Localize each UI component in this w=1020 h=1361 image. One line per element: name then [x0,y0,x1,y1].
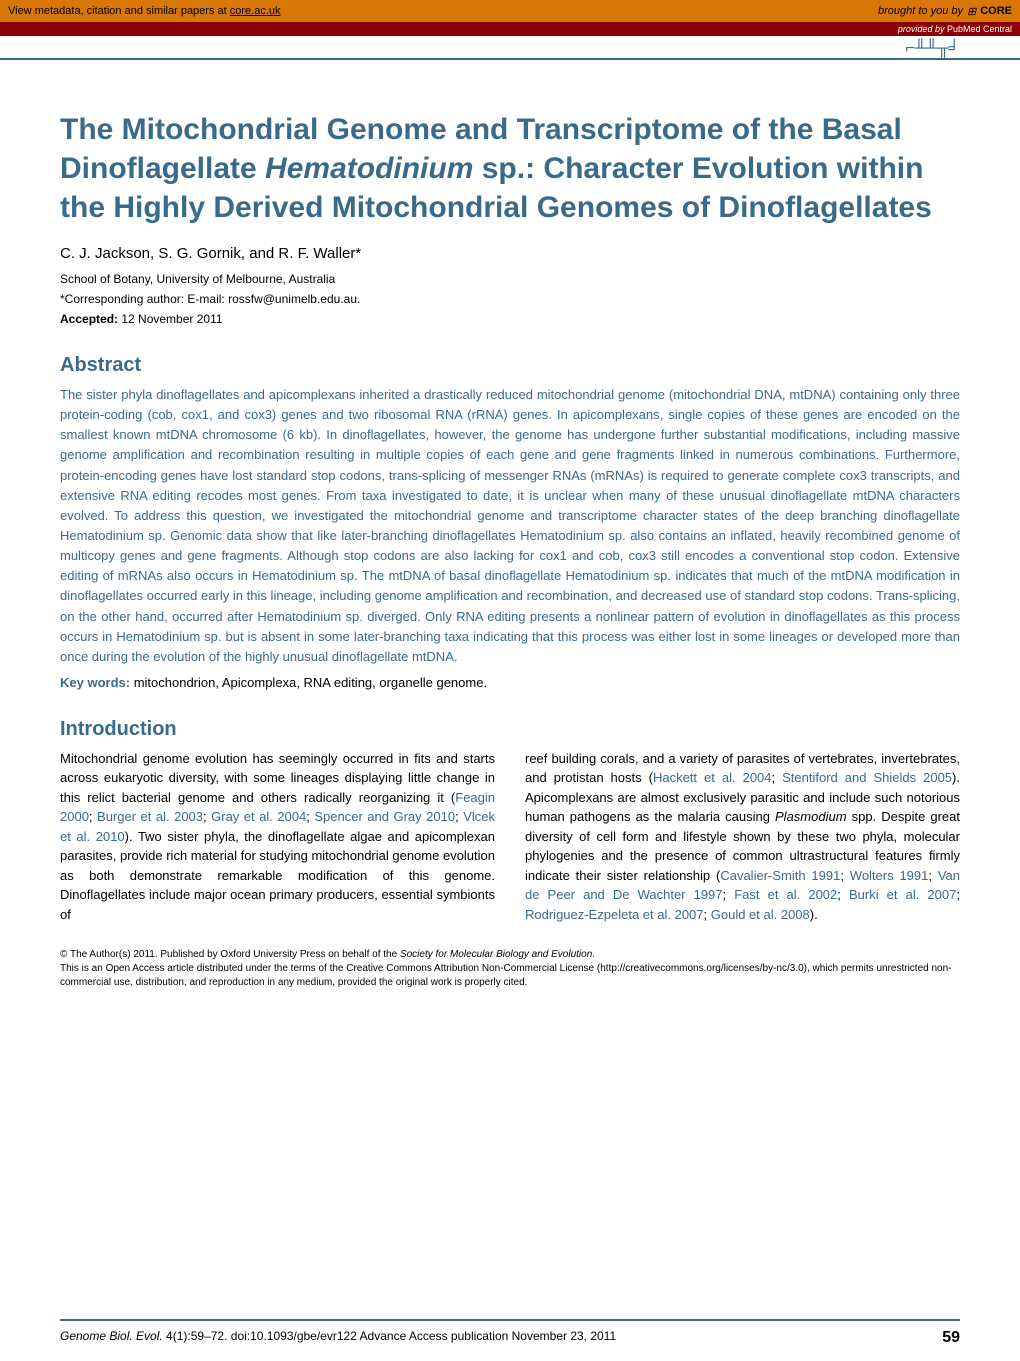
core-icon: ⊞ [967,5,976,18]
citation[interactable]: Hackett et al. 2004 [653,770,772,785]
citation[interactable]: Wolters 1991 [850,868,929,883]
brought-by: brought to you by ⊞ CORE [878,5,1012,18]
journal-citation: Genome Biol. Evol. 4(1):59–72. doi:10.10… [60,1329,616,1347]
citation[interactable]: Gould et al. 2008 [711,907,810,922]
citation[interactable]: Spencer and Gray 2010 [314,809,455,824]
authors: C. J. Jackson, S. G. Gornik, and R. F. W… [60,245,960,262]
citation[interactable]: Burki et al. 2007 [849,887,956,902]
abstract-heading: Abstract [60,354,960,377]
license-note: © The Author(s) 2011. Published by Oxfor… [0,948,1020,990]
metadata-link-text: View metadata, citation and similar pape… [8,5,281,17]
column-right: reef building corals, and a variety of p… [525,749,960,925]
citation[interactable]: Burger et al. 2003 [97,809,203,824]
provided-by-bar: provided by PubMed Central [0,22,1020,36]
citation[interactable]: Cavalier-Smith 1991 [720,868,840,883]
column-left: Mitochondrial genome evolution has seemi… [60,749,495,925]
core-logo: CORE [980,5,1012,17]
core-link[interactable]: core.ac.uk [230,5,281,17]
citation[interactable]: Gray et al. 2004 [211,809,306,824]
citation[interactable]: Stentiford and Shields 2005 [782,770,952,785]
citation[interactable]: Fast et al. 2002 [734,887,837,902]
accepted-date: Accepted: 12 November 2011 [60,312,960,326]
keywords: Key words: mitochondrion, Apicomplexa, R… [60,675,960,690]
journal-logo-remnant: ⌐╨╨╥╛ [60,40,960,58]
article-header: ⌐╨╨╥╛ [0,36,1020,60]
article-content: The Mitochondrial Genome and Transcripto… [0,110,1020,924]
page-footer: Genome Biol. Evol. 4(1):59–72. doi:10.10… [60,1319,960,1347]
citation[interactable]: Rodriguez-Ezpeleta et al. 2007 [525,907,704,922]
article-title: The Mitochondrial Genome and Transcripto… [60,110,960,227]
abstract-body: The sister phyla dinoflagellates and api… [60,385,960,667]
introduction-heading: Introduction [60,718,960,741]
corresponding-author: *Corresponding author: E-mail: rossfw@un… [60,292,960,306]
two-column-body: Mitochondrial genome evolution has seemi… [60,749,960,925]
affiliation: School of Botany, University of Melbourn… [60,272,960,286]
page-number: 59 [942,1329,960,1347]
repository-top-bar: View metadata, citation and similar pape… [0,0,1020,22]
